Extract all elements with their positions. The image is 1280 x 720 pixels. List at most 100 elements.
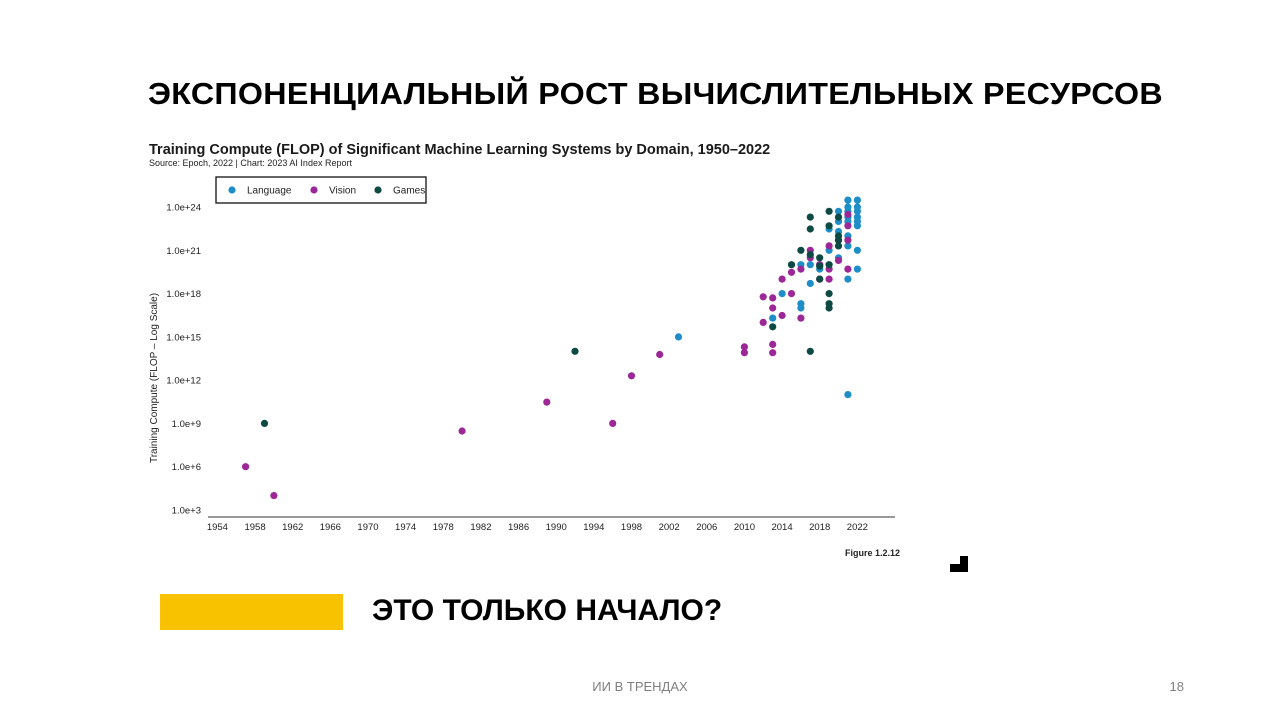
data-point-language (853, 222, 862, 230)
data-point-games (825, 290, 833, 298)
data-point-vision (778, 275, 786, 283)
legend: Language Vision Games (215, 176, 427, 204)
data-point-vision (778, 311, 786, 320)
data-point-language (806, 279, 814, 288)
data-point-games (260, 419, 269, 427)
figure-label: Figure 1.2.12 (845, 548, 900, 558)
data-point-games (816, 275, 824, 283)
data-point-language (853, 265, 862, 273)
x-tick-label: 2006 (696, 522, 717, 533)
y-tick-label: 1.0e+15 (166, 332, 201, 343)
data-point-games (816, 262, 824, 270)
legend-box (215, 176, 427, 204)
x-tick-label: 2002 (659, 522, 680, 533)
y-tick-label: 1.0e+21 (166, 246, 201, 257)
data-point-language (844, 196, 852, 204)
x-tick-label: 1962 (282, 522, 303, 533)
data-point-vision (769, 349, 777, 357)
data-point-language (844, 242, 852, 250)
legend-label-vision: Vision (329, 186, 356, 197)
data-point-games (834, 236, 843, 244)
x-tick-label: 2010 (734, 522, 755, 533)
data-point-language (853, 207, 862, 215)
slide-title: ЭКСПОНЕНЦИАЛЬНЫЙ РОСТ ВЫЧИСЛИТЕЛЬНЫХ РЕС… (148, 76, 1163, 111)
corner-mark-icon (950, 556, 968, 572)
data-point-vision (769, 294, 777, 302)
data-point-vision (609, 419, 617, 427)
data-point-vision (270, 492, 278, 500)
chart-figure: Training Compute (FLOP) of Significant M… (140, 132, 920, 572)
page-number: 18 (1169, 679, 1184, 694)
y-tick-label: 1.0e+24 (166, 203, 201, 214)
data-point-games (825, 261, 833, 269)
x-tick-label: 1974 (395, 522, 416, 533)
data-point-vision (787, 290, 796, 298)
data-point-games (825, 222, 833, 230)
footer-text: ИИ В ТРЕНДАХ (592, 679, 688, 694)
scatter-chart: Training Compute (FLOP) of Significant M… (149, 142, 900, 558)
x-tick-label: 1990 (546, 522, 567, 533)
data-point-vision (797, 265, 805, 273)
data-point-vision (797, 314, 805, 322)
x-tick-label: 1970 (357, 522, 378, 533)
data-point-games (806, 225, 814, 233)
data-point-vision (656, 350, 664, 359)
data-point-games (806, 347, 814, 355)
data-point-language (797, 304, 805, 312)
data-point-language (769, 314, 777, 322)
x-tick-label: 1982 (470, 522, 491, 533)
x-tick-label: 1958 (244, 522, 265, 533)
y-tick-label: 1.0e+12 (166, 376, 201, 387)
data-point-vision (769, 304, 777, 312)
data-point-vision (543, 398, 551, 406)
data-point-vision (740, 349, 749, 357)
data-point-language (674, 333, 683, 341)
data-point-games (816, 254, 824, 262)
data-point-vision (844, 210, 852, 219)
x-tick-label: 1954 (207, 522, 228, 533)
y-tick-label: 1.0e+18 (166, 289, 201, 300)
data-point-games (769, 323, 777, 331)
data-point-vision (759, 293, 767, 301)
y-tick-label: 1.0e+9 (172, 419, 201, 430)
data-point-language (844, 391, 852, 399)
x-tick-label: 1998 (621, 522, 642, 533)
data-point-games (787, 261, 796, 269)
data-point-vision (627, 372, 636, 380)
x-tick-label: 2018 (809, 522, 830, 533)
x-tick-labels: 1954 1958 1962 1966 1970 1974 1978 1982 1986 1990… (207, 522, 868, 533)
data-point-language (834, 207, 843, 215)
data-point-language (853, 246, 862, 254)
data-point-vision (834, 256, 843, 264)
x-tick-label: 1978 (433, 522, 454, 533)
data-point-games (571, 347, 579, 355)
data-point-games (825, 304, 833, 312)
legend-label-games: Games (393, 186, 425, 197)
x-tick-label: 1986 (508, 522, 529, 533)
data-point-vision (825, 242, 833, 250)
data-point-vision (769, 340, 777, 348)
data-point-vision (844, 265, 852, 273)
data-point-vision (759, 318, 767, 326)
data-point-language (853, 196, 862, 204)
data-point-vision (740, 343, 749, 351)
y-axis-label: Training Compute (FLOP – Log Scale) (149, 293, 160, 463)
data-point-vision (458, 427, 466, 435)
accent-bar (160, 594, 343, 630)
chart-source: Source: Epoch, 2022 | Chart: 2023 AI Ind… (149, 158, 352, 168)
x-tick-label: 1994 (583, 522, 604, 533)
data-point-games (797, 246, 805, 254)
data-point-vision (844, 222, 852, 230)
data-point-vision (787, 268, 796, 276)
data-point-vision (825, 275, 833, 283)
legend-label-language: Language (247, 186, 292, 197)
slide-subtitle: ЭТО ТОЛЬКО НАЧАЛО? (372, 594, 723, 627)
data-point-vision (844, 236, 852, 244)
y-tick-label: 1.0e+3 (172, 506, 201, 517)
legend-marker-games (374, 186, 382, 194)
data-point-games (806, 213, 814, 221)
data-point-games (825, 207, 833, 215)
x-tick-label: 2022 (847, 522, 868, 533)
x-tick-label: 2014 (771, 522, 792, 533)
y-tick-label: 1.0e+6 (172, 462, 201, 473)
